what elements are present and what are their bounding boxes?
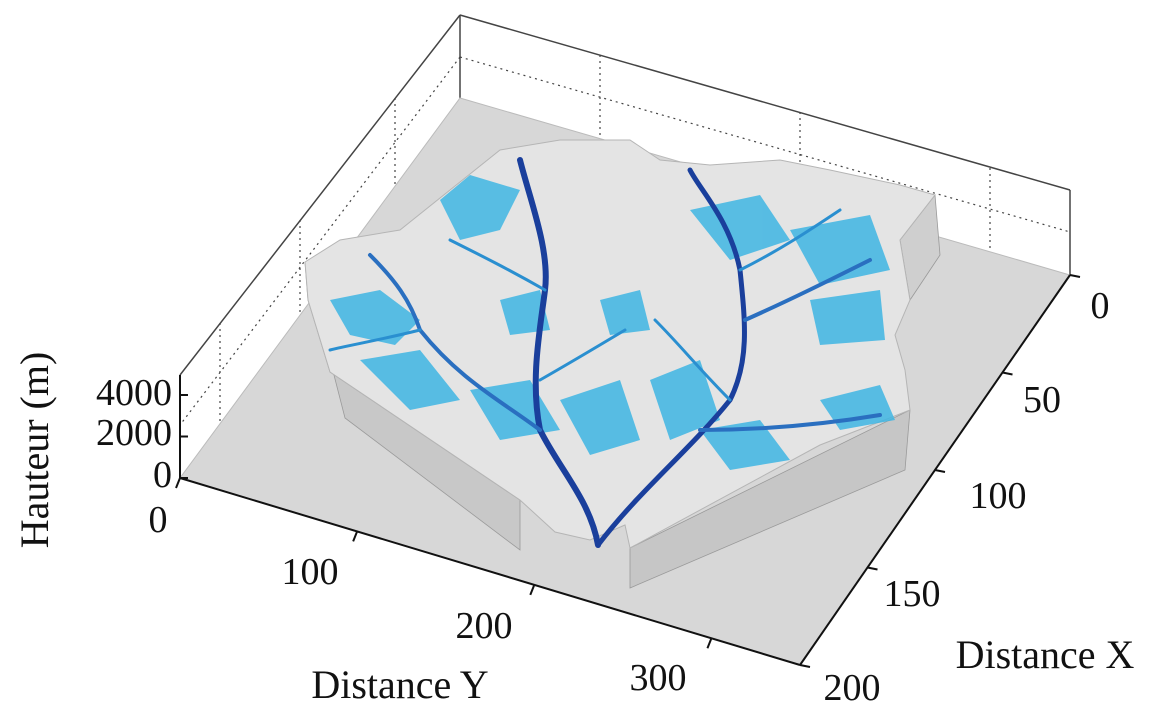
tributary — [448, 238, 547, 292]
y-tick-label: 100 — [282, 551, 339, 593]
z-tick-label: 0 — [153, 454, 172, 496]
z-axis-label: Hauteur (m) — [12, 352, 57, 549]
grid-line — [179, 56, 461, 426]
z-tick-label: 2000 — [96, 412, 172, 454]
tributary — [328, 328, 422, 352]
y-tick-label: 200 — [456, 605, 513, 647]
tick-mark — [799, 664, 811, 668]
y-axis-label: Distance Y — [311, 662, 488, 707]
tributary — [368, 253, 542, 432]
x-tick-label: 100 — [970, 475, 1027, 517]
terrain-side-right — [629, 409, 911, 589]
stream-patch — [650, 360, 720, 440]
tributary — [738, 208, 842, 272]
main-channel — [595, 167, 747, 548]
tributary — [538, 328, 627, 382]
stream-patch — [360, 350, 460, 410]
main-channel — [517, 157, 601, 548]
y-tick-label: 300 — [630, 657, 687, 699]
tick-mark — [1069, 274, 1081, 278]
stream-network-main — [328, 157, 882, 548]
terrain-sides — [304, 193, 941, 589]
tributary — [743, 258, 872, 322]
tick-marks — [175, 274, 1081, 668]
stream-patch — [440, 175, 520, 240]
tick-mark — [175, 477, 181, 489]
z-tick-label: 4000 — [96, 372, 172, 414]
stream-patch — [600, 290, 650, 335]
grid-line — [459, 56, 1071, 233]
y-tick-label: 0 — [149, 499, 168, 541]
x-ticks: 0 50 100 150 200 — [824, 285, 1110, 709]
tick-mark — [934, 469, 946, 473]
box-edge — [179, 14, 461, 376]
y-ticks: 0 100 200 300 — [149, 499, 687, 699]
x-axis-label: Distance X — [956, 632, 1135, 677]
tick-mark — [1002, 371, 1013, 376]
stream-patch — [330, 290, 420, 345]
x-tick-label: 200 — [824, 667, 881, 709]
y-axis-line — [179, 477, 801, 666]
x-tick-label: 150 — [884, 573, 941, 615]
stream-patch — [810, 290, 885, 345]
tick-mark — [352, 531, 359, 542]
stream-patch — [820, 385, 895, 430]
tick-mark — [867, 566, 878, 571]
tributary — [698, 413, 882, 432]
tick-mark — [529, 584, 536, 596]
x-tick-label: 50 — [1023, 379, 1061, 421]
stream-patch — [700, 420, 790, 470]
z-ticks: 4000 2000 0 — [96, 372, 172, 496]
tributary — [653, 318, 732, 402]
x-tick-label: 0 — [1091, 285, 1110, 327]
tick-mark — [706, 637, 713, 649]
box-edge — [459, 14, 1071, 191]
stream-patch — [790, 215, 890, 285]
stream-patch — [560, 380, 640, 455]
